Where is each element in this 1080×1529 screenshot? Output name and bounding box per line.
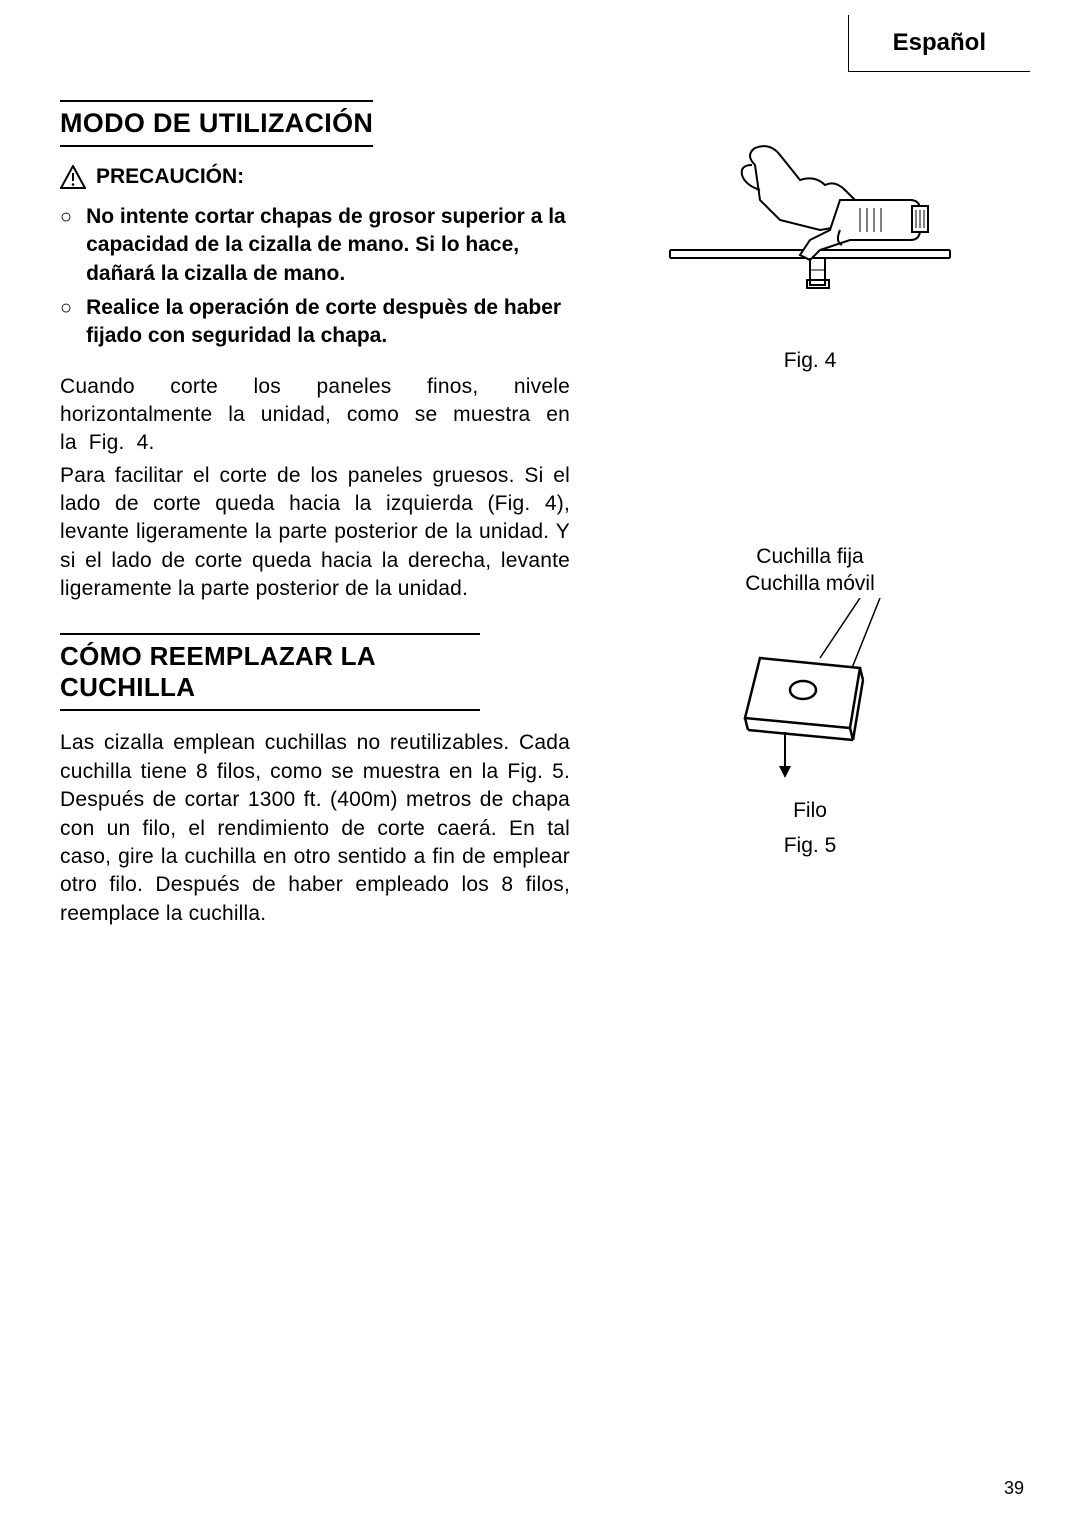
section1-para2: Para facilitar el corte de los paneles g… — [60, 462, 570, 604]
manual-page: Español MODO DE UTILIZACIÓN PRECAUCIÓN: … — [0, 0, 1080, 1529]
bullet-text: Realice la operación de corte despuès de… — [86, 294, 570, 351]
fig5-label-bottom: Filo — [600, 797, 1020, 824]
language-label: Español — [893, 29, 986, 56]
bullet-marker-icon: ○ — [60, 294, 72, 351]
fig5-label-top2: Cuchilla móvil — [600, 570, 1020, 597]
precaution-bullets: ○ No intente cortar chapas de grosor sup… — [60, 203, 570, 351]
left-column: MODO DE UTILIZACIÓN PRECAUCIÓN: ○ No int… — [60, 100, 570, 932]
content-area: MODO DE UTILIZACIÓN PRECAUCIÓN: ○ No int… — [60, 100, 1020, 932]
section2-title: CÓMO REEMPLAZAR LA CUCHILLA — [60, 633, 480, 711]
fig4-illustration-icon — [660, 130, 960, 330]
section2-para1: Las cizalla emplean cuchillas no reutili… — [60, 729, 570, 927]
bullet-item: ○ No intente cortar chapas de grosor sup… — [60, 203, 570, 288]
bullet-item: ○ Realice la operación de corte despuès … — [60, 294, 570, 351]
fig5-caption: Fig. 5 — [600, 834, 1020, 858]
section2-wrap: CÓMO REEMPLAZAR LA CUCHILLA Las cizalla … — [60, 633, 480, 927]
bullet-text: No intente cortar chapas de grosor super… — [86, 203, 570, 288]
figure-5: Cuchilla fija Cuchilla móvil — [600, 543, 1020, 858]
warning-icon — [60, 165, 86, 189]
page-number: 39 — [1004, 1478, 1024, 1499]
section1-title: MODO DE UTILIZACIÓN — [60, 100, 373, 147]
section1-para1: Cuando corte los paneles finos, nivele h… — [60, 373, 570, 458]
language-box: Español — [848, 15, 1030, 72]
figure-4: Fig. 4 — [600, 130, 1020, 373]
fig4-caption: Fig. 4 — [600, 349, 1020, 373]
fig5-label-top1: Cuchilla fija — [600, 543, 1020, 570]
right-column: Fig. 4 Cuchilla fija Cuchilla móvil — [600, 100, 1020, 858]
precaution-row: PRECAUCIÓN: — [60, 165, 570, 189]
bullet-marker-icon: ○ — [60, 203, 72, 288]
precaution-label: PRECAUCIÓN: — [96, 165, 244, 189]
fig5-illustration-icon — [690, 598, 930, 798]
